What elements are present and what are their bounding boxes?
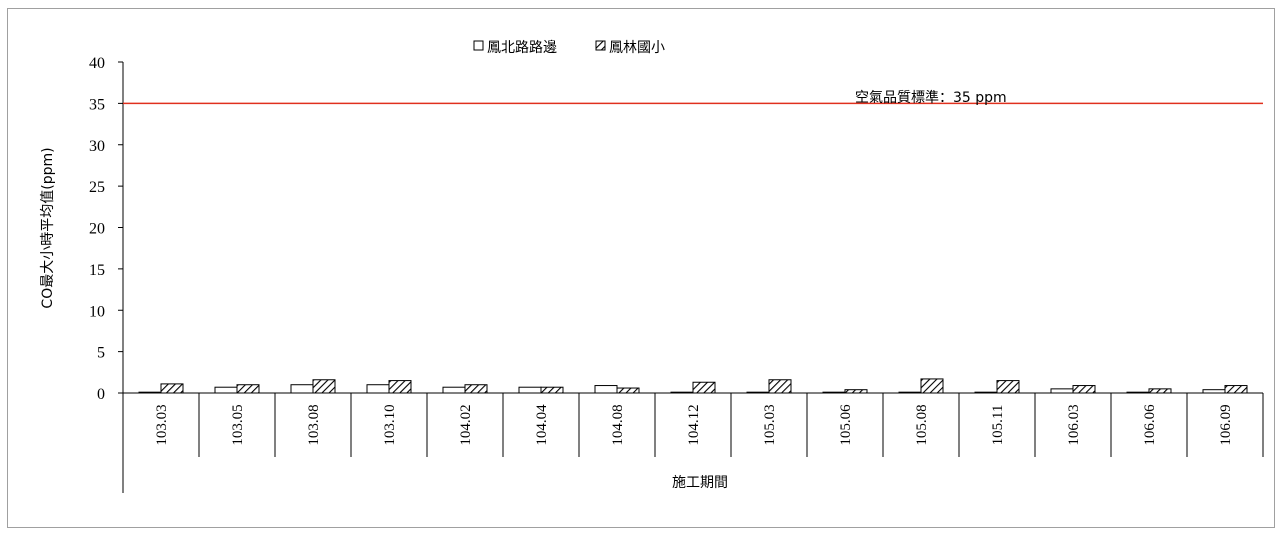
bar-series-1: [366, 384, 390, 394]
bar-series-2: [616, 387, 640, 394]
x-category-label: 105.03: [762, 404, 778, 445]
bar-series-1: [974, 391, 998, 394]
bar-series-1: [898, 391, 922, 394]
bar-series-2: [1224, 385, 1248, 394]
bar-series-1: [822, 391, 846, 394]
x-category-label: 103.08: [306, 404, 322, 445]
x-axis-title: 施工期間: [672, 475, 728, 491]
bar-series-1: [138, 391, 162, 394]
bar-series-2: [160, 383, 184, 394]
bar-series-1: [214, 386, 238, 394]
bar-series-2: [920, 378, 944, 394]
x-category-label: 104.12: [686, 404, 702, 445]
bar-series-2: [312, 379, 336, 394]
bar-series-2: [464, 384, 488, 394]
chart-labels: 0 5 10 15 20 25 30 35 40 空氣品質標準：35 ppm 103.03 103.0…: [40, 55, 1234, 491]
x-category-label: 104.08: [610, 404, 626, 445]
chart-legend: 鳳北路路邊 鳳林國小: [473, 40, 665, 56]
y-tick-label: 0: [97, 386, 105, 403]
y-tick-label: 15: [89, 262, 105, 279]
x-category-label: 104.04: [534, 404, 550, 446]
legend-swatch-series-1: [473, 40, 484, 51]
bar-series-2: [996, 380, 1020, 394]
x-category-label: 106.06: [1142, 404, 1158, 446]
x-category-label: 105.06: [838, 404, 854, 446]
y-tick-label: 10: [89, 303, 105, 320]
x-category-label: 106.09: [1218, 404, 1234, 445]
y-tick-label: 40: [89, 55, 105, 72]
y-axis-title: CO最大小時平均值(ppm): [40, 147, 56, 308]
bar-series-1: [1050, 388, 1074, 394]
chart-frame: [7, 8, 1275, 528]
bar-series-2: [388, 380, 412, 394]
bar-series-1: [1202, 389, 1226, 394]
bar-series-2: [540, 386, 564, 394]
bar-series-1: [670, 391, 694, 394]
bar-series-1: [290, 384, 314, 394]
legend-label-series-2: 鳳林國小: [609, 40, 665, 56]
x-category-label: 103.03: [154, 404, 170, 445]
bar-series-2: [1148, 388, 1172, 394]
reference-line-label: 空氣品質標準：35 ppm: [855, 90, 1007, 106]
bar-series-2: [236, 384, 260, 394]
legend-label-series-1: 鳳北路路邊: [487, 40, 557, 56]
bar-series-1: [594, 385, 618, 394]
x-category-label: 103.10: [382, 404, 398, 445]
y-tick-label: 30: [89, 138, 105, 155]
bar-series-2: [1072, 385, 1096, 394]
legend-swatch-series-2: [595, 40, 606, 51]
x-category-label: 104.02: [458, 404, 474, 445]
bar-series-2: [768, 379, 792, 394]
y-tick-label: 5: [97, 345, 105, 362]
bar-series-2: [692, 381, 716, 394]
bar-series-1: [442, 386, 466, 394]
bar-series-1: [518, 386, 542, 394]
bar-series-1: [1126, 391, 1150, 394]
x-category-label: 103.05: [230, 404, 246, 445]
bar-series-1: [746, 391, 770, 394]
x-category-label: 105.08: [914, 404, 930, 445]
bar-series-2: [844, 389, 868, 394]
y-tick-label: 35: [89, 96, 105, 113]
y-tick-label: 20: [89, 221, 105, 238]
x-category-label: 105.11: [990, 405, 1006, 446]
chart-bars: [138, 378, 1248, 394]
y-tick-label: 25: [89, 179, 105, 196]
x-category-label: 106.03: [1066, 404, 1082, 445]
